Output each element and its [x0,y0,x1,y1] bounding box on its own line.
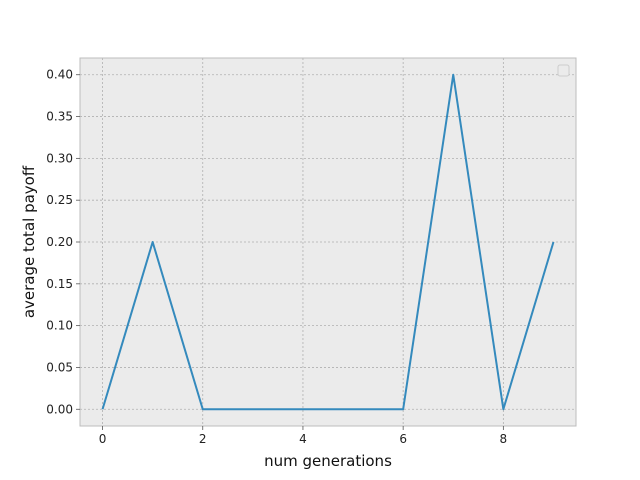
y-tick-label: 0.35 [46,110,73,124]
y-tick-label: 0.10 [46,319,73,333]
x-tick-label: 6 [399,432,407,446]
y-axis-label: average total payoff [20,165,38,318]
x-axis-label: num generations [264,452,392,470]
y-tick-label: 0.00 [46,402,73,416]
y-tick-label: 0.40 [46,68,73,82]
series-layer [101,73,555,411]
x-tick-label: 8 [500,432,508,446]
y-tick-label: 0.05 [46,360,73,374]
y-axis-ticks: 0.00 0.05 0.10 0.15 0.20 0.25 0.30 0.35 0.40 [46,68,80,416]
y-tick-label: 0.15 [46,277,73,291]
grid [80,58,576,426]
x-tick-label: 0 [99,432,107,446]
legend-box [557,64,570,77]
series-line-0 [101,73,555,411]
y-tick-label: 0.25 [46,193,73,207]
x-tick-label: 4 [299,432,307,446]
x-tick-label: 2 [199,432,207,446]
x-axis-ticks: 0 2 4 6 8 [99,426,507,446]
y-tick-label: 0.20 [46,235,73,249]
y-tick-label: 0.30 [46,151,73,165]
